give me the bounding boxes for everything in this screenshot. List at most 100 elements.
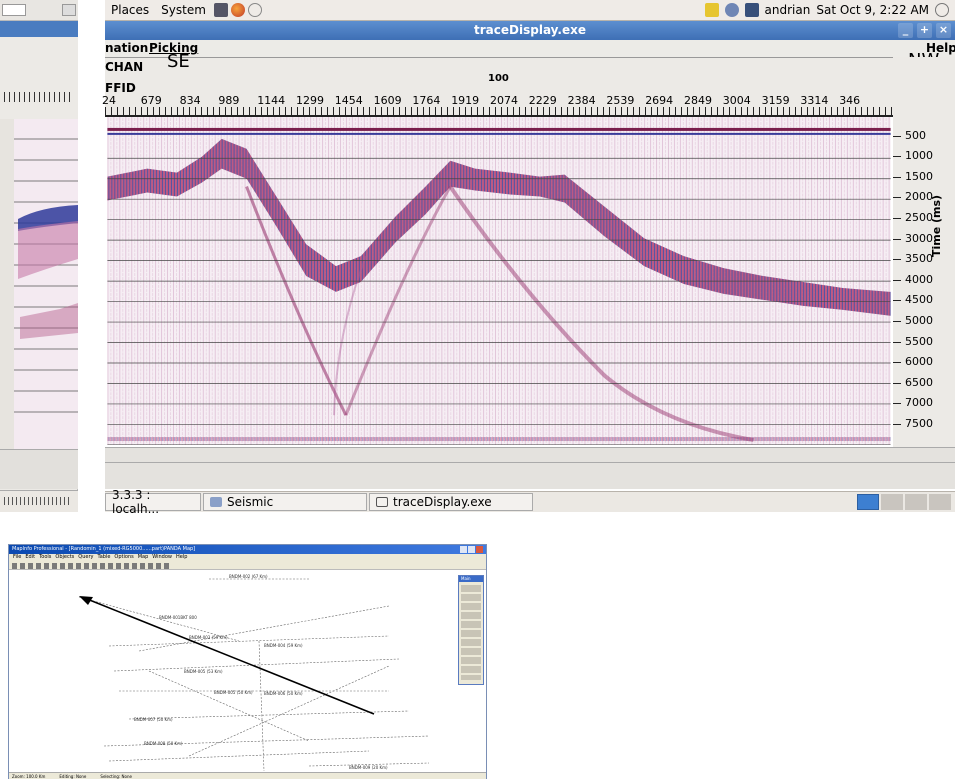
volume-icon[interactable] — [935, 3, 949, 17]
y-tick-mark — [893, 382, 901, 384]
y-tick-label: 4500 — [905, 293, 933, 307]
mapinfo-maximize-icon[interactable] — [468, 546, 475, 553]
mapinfo-status-field: Selecting: None — [100, 774, 132, 779]
workspace-1[interactable] — [857, 494, 879, 510]
x-tick-label: 2694 — [645, 94, 674, 107]
mapinfo-menu-bar: File Edit Tools Objects Query Table Options Map… — [9, 554, 486, 561]
y-tick-mark — [893, 341, 901, 343]
task-seismic[interactable]: Seismic — [203, 493, 367, 511]
mapinfo-map[interactable] — [9, 571, 486, 771]
menu-information[interactable]: nation — [105, 41, 149, 55]
firefox-icon[interactable] — [230, 3, 245, 17]
ffid-label: FFID — [105, 81, 136, 95]
mapinfo-menu-item[interactable]: Options — [114, 554, 134, 560]
x-tick-label: 24 — [102, 94, 116, 107]
display-icon[interactable] — [744, 3, 759, 17]
y-tick-label: 7500 — [905, 416, 933, 430]
x-tick-label: 2849 — [684, 94, 712, 107]
y-tick-label: 2500 — [905, 210, 933, 224]
mapinfo-line-label: BNDM-005 (50 Km) — [214, 690, 253, 695]
mapinfo-tool-palette: Main — [458, 575, 484, 685]
palette-buttons[interactable] — [461, 585, 481, 680]
time-axis: 500 1000 1500 2000 2500 3000 3500 4000 4500 5000 5… — [893, 57, 955, 447]
y-tick-mark — [893, 423, 901, 425]
mapinfo-line-label: BNDM-005 (53 Km) — [184, 669, 223, 674]
y-tick-label: 6500 — [905, 375, 933, 389]
mapinfo-menu-item[interactable]: Map — [137, 554, 149, 560]
mapinfo-status-field: Zoom: 100.0 Km — [12, 774, 46, 779]
y-tick-label: 4000 — [905, 272, 933, 286]
background-window-sliver — [0, 0, 78, 512]
mapinfo-menu-item[interactable]: Tools — [39, 554, 52, 560]
mapinfo-status-bar: Zoom: 100.0 Km Editing: None Selecting: No… — [9, 772, 486, 779]
sliver-seismic — [0, 119, 78, 449]
y-tick-label: 3000 — [905, 231, 933, 245]
workspace-2[interactable] — [881, 494, 903, 510]
x-tick-label: 1764 — [412, 94, 441, 107]
mapinfo-title-bar[interactable]: MapInfo Professional - [Randomin_1 (mixe… — [9, 545, 486, 554]
window-title: traceDisplay.exe — [474, 23, 586, 37]
workspace-switcher[interactable] — [857, 494, 955, 510]
workspace-4[interactable] — [929, 494, 951, 510]
x-tick-label: 834 — [179, 94, 201, 107]
mapinfo-menu-item[interactable]: Objects — [55, 554, 75, 560]
x-tick-label: 2539 — [606, 94, 635, 107]
update-icon[interactable] — [724, 3, 739, 17]
mapinfo-minimize-icon[interactable] — [460, 546, 467, 553]
x-tick-label: 3314 — [800, 94, 829, 107]
x-tick-label: 3004 — [722, 94, 751, 107]
y-tick-mark — [893, 259, 901, 261]
mapinfo-status-field: Editing: None — [59, 774, 87, 779]
close-icon[interactable]: × — [936, 23, 951, 38]
system-menu[interactable]: System — [161, 3, 206, 17]
maximize-icon[interactable]: + — [917, 23, 932, 38]
y-tick-label: 3500 — [905, 252, 933, 266]
menu-help[interactable]: Help — [926, 41, 955, 55]
y-tick-label: 5000 — [905, 313, 933, 327]
sliver-field[interactable] — [2, 4, 26, 16]
places-menu[interactable]: Places — [111, 3, 150, 17]
mapinfo-menu-item[interactable]: Edit — [25, 554, 36, 560]
mapinfo-window-controls — [460, 546, 483, 553]
mapinfo-menu-item[interactable]: Help — [176, 554, 188, 560]
chan-label: CHAN — [105, 60, 144, 74]
mapinfo-line-label: BNDM-006 (50 Km) — [264, 691, 303, 696]
mapinfo-window: MapInfo Professional - [Randomin_1 (mixe… — [8, 544, 487, 779]
terminal-icon[interactable] — [213, 3, 228, 17]
sliver-ruler — [0, 37, 78, 119]
workspace-3[interactable] — [905, 494, 927, 510]
notes-icon[interactable] — [704, 3, 719, 17]
user-name[interactable]: andrian — [764, 3, 811, 17]
y-tick-mark — [893, 217, 901, 219]
mapinfo-close-icon[interactable] — [476, 546, 483, 553]
mapinfo-toolbar — [9, 561, 486, 570]
y-tick-label: 2000 — [905, 190, 933, 204]
y-tick-mark — [893, 238, 901, 240]
mapinfo-menu-item[interactable]: File — [13, 554, 22, 560]
clock[interactable]: Sat Oct 9, 2:22 AM — [816, 3, 929, 17]
mapinfo-menu-item[interactable]: Window — [152, 554, 172, 560]
trace-header: CHAN SE 100 FFID 24 679 834 989 1144 1299 1454… — [102, 51, 893, 116]
minimize-icon[interactable]: _ — [898, 23, 913, 38]
mapinfo-toolbar-buttons[interactable] — [12, 563, 172, 569]
y-tick-mark — [893, 300, 901, 302]
y-tick-label: 1000 — [905, 149, 933, 163]
y-tick-mark — [893, 362, 901, 364]
mapinfo-line-label: BNDM-002 (67 Km) — [229, 574, 268, 579]
seismic-section[interactable] — [105, 115, 893, 445]
task-tracedisplay[interactable]: traceDisplay.exe — [369, 493, 533, 511]
mapinfo-menu-item[interactable]: Table — [97, 554, 111, 560]
network-icon[interactable] — [247, 3, 262, 17]
task-localhost[interactable]: 3.3.3 : localh... — [105, 488, 201, 516]
mapinfo-line-label: BNDM-004 (59 Km) — [264, 643, 303, 648]
y-tick-label: 6000 — [905, 355, 933, 369]
window-icon — [376, 497, 388, 507]
mapinfo-menu-item[interactable]: Query — [78, 554, 94, 560]
x-tick-label: 1299 — [296, 94, 324, 107]
menu-picking[interactable]: Picking — [149, 41, 199, 55]
y-axis-title: Time (ms) — [930, 194, 943, 257]
mapinfo-line-label: BNDM-001BKT 800 — [159, 615, 197, 620]
window-title-bar[interactable]: traceDisplay.exe _ + × — [105, 21, 955, 40]
sliver-button[interactable] — [62, 4, 76, 16]
y-tick-mark — [893, 279, 901, 281]
